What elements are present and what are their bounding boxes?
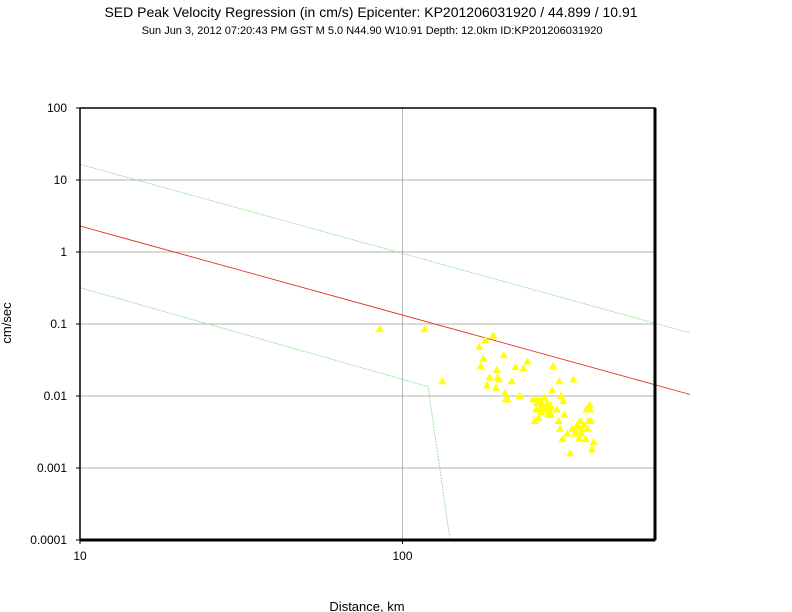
- data-point: [556, 424, 565, 432]
- x-axis-label: Distance, km: [329, 599, 404, 612]
- grid-lines: [76, 107, 655, 544]
- y-tick-label: 100: [47, 101, 67, 115]
- chart-title: SED Peak Velocity Regression (in cm/s) E…: [104, 4, 638, 20]
- data-point: [585, 400, 594, 408]
- data-point: [532, 398, 541, 406]
- data-point: [575, 433, 584, 442]
- data-point: [499, 350, 508, 359]
- x-tick-label: 100: [392, 549, 412, 563]
- data-point: [569, 375, 578, 383]
- data-point: [481, 335, 490, 343]
- data-point: [501, 388, 510, 396]
- data-point: [586, 405, 595, 413]
- tick-labels: 100 10 1 0.1 0.01 0.001 0.0001 10 100: [30, 101, 413, 563]
- data-point: [483, 381, 492, 389]
- y-tick-label: 0.0001: [30, 533, 67, 547]
- y-axis-label: cm/sec: [0, 302, 14, 344]
- data-point: [375, 324, 384, 333]
- y-tick-label: 10: [54, 173, 68, 187]
- y-tick-label: 0.1: [50, 317, 67, 331]
- data-point: [548, 386, 557, 394]
- data-point: [540, 393, 549, 401]
- data-point: [519, 364, 528, 372]
- y-tick-label: 1: [60, 245, 67, 259]
- data-point: [549, 361, 558, 370]
- data-point: [577, 424, 586, 432]
- data-point: [438, 377, 447, 385]
- data-point: [523, 357, 532, 365]
- data-point: [557, 391, 565, 399]
- upper-bound-line: [79, 163, 691, 334]
- data-point: [494, 375, 503, 383]
- data-point: [571, 427, 580, 435]
- data-point: [552, 405, 561, 413]
- data-point: [581, 435, 590, 443]
- data-point: [568, 424, 577, 432]
- data-point: [479, 354, 488, 362]
- data-point: [492, 383, 500, 391]
- lower-bound-line: [79, 287, 450, 538]
- data-point: [576, 416, 585, 424]
- regression-lines: [79, 163, 691, 538]
- data-point: [554, 416, 563, 424]
- data-point: [476, 361, 485, 370]
- data-point: [475, 342, 484, 350]
- data-point: [583, 424, 592, 432]
- data-point: [547, 410, 556, 418]
- data-point: [563, 429, 572, 437]
- data-point: [503, 395, 512, 403]
- regression-line: [79, 225, 691, 395]
- data-point: [559, 396, 568, 405]
- data-point: [515, 391, 524, 399]
- data-point: [588, 445, 596, 453]
- data-point: [558, 435, 567, 443]
- x-tick-label: 10: [73, 549, 87, 563]
- data-point: [546, 403, 555, 411]
- data-point: [492, 365, 501, 373]
- data-point: [589, 437, 598, 445]
- data-point: [566, 449, 575, 457]
- data-point: [489, 331, 498, 339]
- y-tick-label: 0.01: [44, 389, 68, 403]
- data-point: [577, 429, 586, 437]
- y-tick-label: 0.001: [37, 461, 67, 475]
- data-point: [507, 377, 516, 385]
- chart-subtitle: Sun Jun 3, 2012 07:20:43 PM GST M 5.0 N4…: [141, 25, 603, 37]
- data-point: [511, 363, 520, 371]
- data-point: [555, 377, 564, 385]
- data-points: [375, 324, 598, 457]
- data-point: [420, 324, 429, 333]
- data-point: [534, 413, 543, 421]
- data-point: [579, 420, 588, 428]
- data-point: [485, 373, 494, 381]
- data-point: [560, 410, 569, 418]
- data-point: [586, 416, 595, 424]
